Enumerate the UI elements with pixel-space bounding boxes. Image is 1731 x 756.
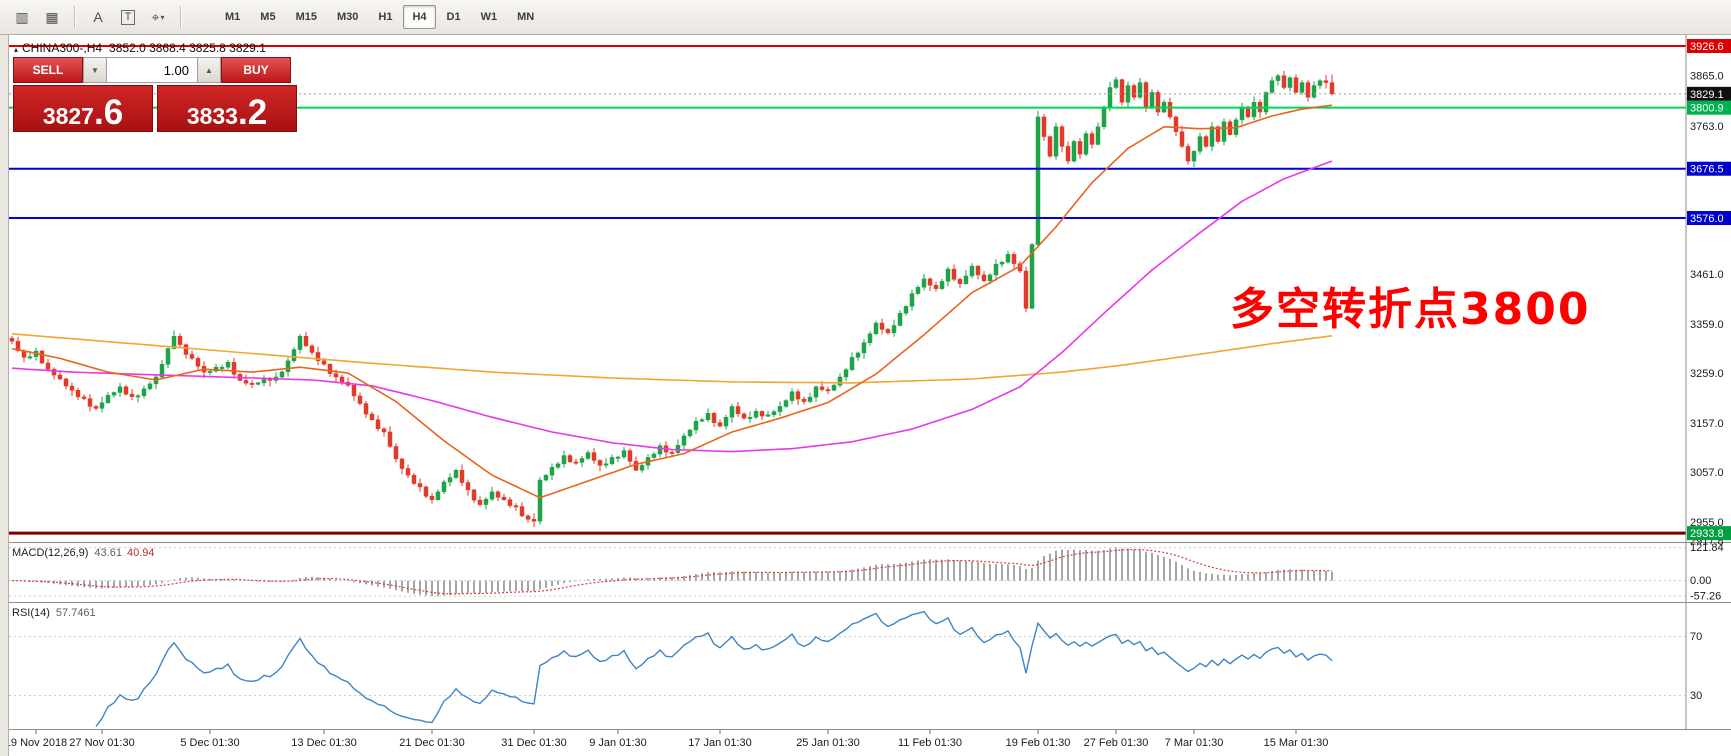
svg-text:13 Dec 01:30: 13 Dec 01:30	[291, 737, 356, 749]
sell-button[interactable]: SELL	[13, 57, 83, 83]
crosshair-icon-glyph: ⌖	[151, 8, 160, 25]
toolbar-separator	[74, 6, 76, 28]
rsi-label: RSI(14)	[12, 607, 50, 619]
svg-text:-57.26: -57.26	[1690, 591, 1721, 603]
toolbar: ▥ ▦ A T ⌖ ▾ M1 M5 M15 M30 H1 H4 D1 W1 MN	[0, 0, 1731, 35]
template-icon[interactable]: T	[114, 4, 142, 30]
chart-canvas: 3865.03763.03461.03359.03259.03157.03057…	[0, 35, 1731, 756]
chart-symbol-period: CHINA300-,H4	[22, 41, 103, 55]
timeframe-h4[interactable]: H4	[403, 5, 436, 29]
timeframe-toolbar: M1 M5 M15 M30 H1 H4 D1 W1 MN	[216, 5, 543, 29]
sell-price-main: 3827	[42, 103, 94, 129]
buy-price-pips: .2	[237, 93, 268, 133]
timeframe-mn[interactable]: MN	[508, 5, 543, 29]
buy-price-display[interactable]: 3833.2	[157, 85, 297, 132]
volume-increase-button[interactable]: ▲	[197, 57, 221, 83]
trade-controls-row: SELL ▼ ▲ BUY	[13, 57, 297, 83]
sell-price-pips: .6	[93, 93, 124, 133]
ma-mid-line	[11, 160, 1333, 453]
one-click-trade-panel: SELL ▼ ▲ BUY 3827.6 3833.2	[13, 57, 297, 132]
rsi-gridlines	[9, 635, 1686, 697]
svg-text:19 Feb 01:30: 19 Feb 01:30	[1006, 737, 1071, 749]
timeframe-m5[interactable]: M5	[251, 5, 284, 29]
time-axis[interactable]	[0, 730, 1731, 756]
macd-axis-labels: 121.84 0.00 -57.26	[1690, 542, 1724, 603]
macd-indicator-header: MACD(12,26,9) 43.61 40.94	[12, 547, 154, 559]
ma-slow-line	[11, 333, 1333, 384]
rsi-axis-labels: 70 30	[1690, 631, 1702, 702]
timeframe-w1[interactable]: W1	[472, 5, 507, 29]
svg-text:21 Dec 01:30: 21 Dec 01:30	[399, 737, 464, 749]
svg-text:121.84: 121.84	[1690, 542, 1724, 554]
macd-value-main: 43.61	[94, 547, 122, 559]
timeframe-m30[interactable]: M30	[328, 5, 367, 29]
svg-text:19 Nov 2018: 19 Nov 2018	[5, 737, 67, 749]
svg-text:3865.0: 3865.0	[1690, 71, 1724, 83]
panel-frame	[0, 35, 1731, 730]
chevron-down-icon: ▾	[160, 12, 165, 22]
text-label-icon[interactable]: A	[93, 9, 103, 25]
macd-value-signal: 40.94	[126, 547, 155, 559]
buy-button[interactable]: BUY	[221, 57, 291, 83]
chart-annotation-text: 多空转折点3800	[1230, 284, 1591, 335]
svg-text:7 Mar 01:30: 7 Mar 01:30	[1165, 737, 1224, 749]
template-icon-glyph: T	[120, 9, 136, 25]
rsi-line	[95, 610, 1333, 727]
window-left-edge	[0, 35, 9, 756]
toolbar-separator	[180, 6, 182, 28]
svg-text:31 Dec 01:30: 31 Dec 01:30	[501, 737, 566, 749]
chart-symbol-header: ▴ CHINA300-,H4 3852.0 3868.4 3825.8 3829.1	[14, 41, 266, 55]
chart-marker-icon: ▴	[14, 45, 19, 54]
macd-label: MACD(12,26,9)	[12, 547, 89, 559]
svg-text:70: 70	[1690, 631, 1702, 643]
macd-signal-line	[11, 548, 1333, 595]
svg-text:25 Jan 01:30: 25 Jan 01:30	[796, 737, 860, 749]
rsi-value: 57.7461	[55, 607, 96, 619]
volume-decrease-button[interactable]: ▼	[83, 57, 107, 83]
tile-windows-icon[interactable]: ▦	[45, 8, 59, 25]
buy-price-main: 3833	[186, 103, 238, 129]
timeframe-m1[interactable]: M1	[216, 5, 249, 29]
price-axis[interactable]	[1686, 35, 1731, 730]
svg-text:0.00: 0.00	[1690, 575, 1711, 587]
svg-text:15 Mar 01:30: 15 Mar 01:30	[1264, 737, 1329, 749]
crosshair-icon[interactable]: ⌖ ▾	[144, 4, 172, 30]
timeframe-h1[interactable]: H1	[369, 5, 401, 29]
svg-text:3157.0: 3157.0	[1690, 418, 1724, 430]
svg-text:3461.0: 3461.0	[1690, 269, 1724, 281]
svg-text:11 Feb 01:30: 11 Feb 01:30	[898, 737, 962, 749]
date-axis: 19 Nov 201827 Nov 01:30 5 Dec 01:30 13 Dec…	[5, 730, 1329, 749]
timeframe-d1[interactable]: D1	[438, 5, 470, 29]
macd-gridlines	[9, 547, 1686, 597]
macd-histogram	[17, 547, 1333, 597]
rsi-indicator-header: RSI(14) 57.7461	[12, 607, 96, 619]
svg-text:3359.0: 3359.0	[1690, 319, 1724, 331]
timeframe-m15[interactable]: M15	[287, 5, 326, 29]
svg-text:17 Jan 01:30: 17 Jan 01:30	[688, 737, 752, 749]
volume-input[interactable]	[107, 57, 197, 83]
svg-text:30: 30	[1690, 690, 1702, 702]
svg-text:3926.6: 3926.6	[1690, 41, 1724, 53]
svg-text:3763.0: 3763.0	[1690, 121, 1724, 133]
svg-text:3259.0: 3259.0	[1690, 368, 1724, 380]
candlesticks	[9, 70, 1335, 528]
svg-text:3800.9: 3800.9	[1690, 103, 1724, 115]
sell-price-display[interactable]: 3827.6	[13, 85, 153, 132]
chart-window: 3865.03763.03461.03359.03259.03157.03057…	[0, 35, 1731, 756]
svg-text:27 Nov 01:30: 27 Nov 01:30	[69, 737, 134, 749]
svg-text:27 Feb 01:30: 27 Feb 01:30	[1084, 737, 1149, 749]
svg-text:3576.0: 3576.0	[1690, 213, 1724, 225]
svg-text:9 Jan 01:30: 9 Jan 01:30	[589, 737, 647, 749]
chart-ohlc-values: 3852.0 3868.4 3825.8 3829.1	[109, 41, 266, 55]
svg-text:3829.1: 3829.1	[1690, 89, 1724, 101]
svg-text:3057.0: 3057.0	[1690, 467, 1724, 479]
ma-fast-line	[11, 104, 1333, 499]
trade-prices-row: 3827.6 3833.2	[13, 85, 297, 132]
svg-text:3676.5: 3676.5	[1690, 164, 1724, 176]
horizontal-lines	[9, 44, 1686, 535]
svg-text:5 Dec 01:30: 5 Dec 01:30	[180, 737, 239, 749]
svg-text:2933.8: 2933.8	[1690, 528, 1724, 540]
charts-icon[interactable]: ▥	[15, 8, 29, 25]
price-axis-labels: 3865.0 3763.0 3461.0 3359.0 3259.0 3157.0 3057…	[1687, 38, 1731, 548]
